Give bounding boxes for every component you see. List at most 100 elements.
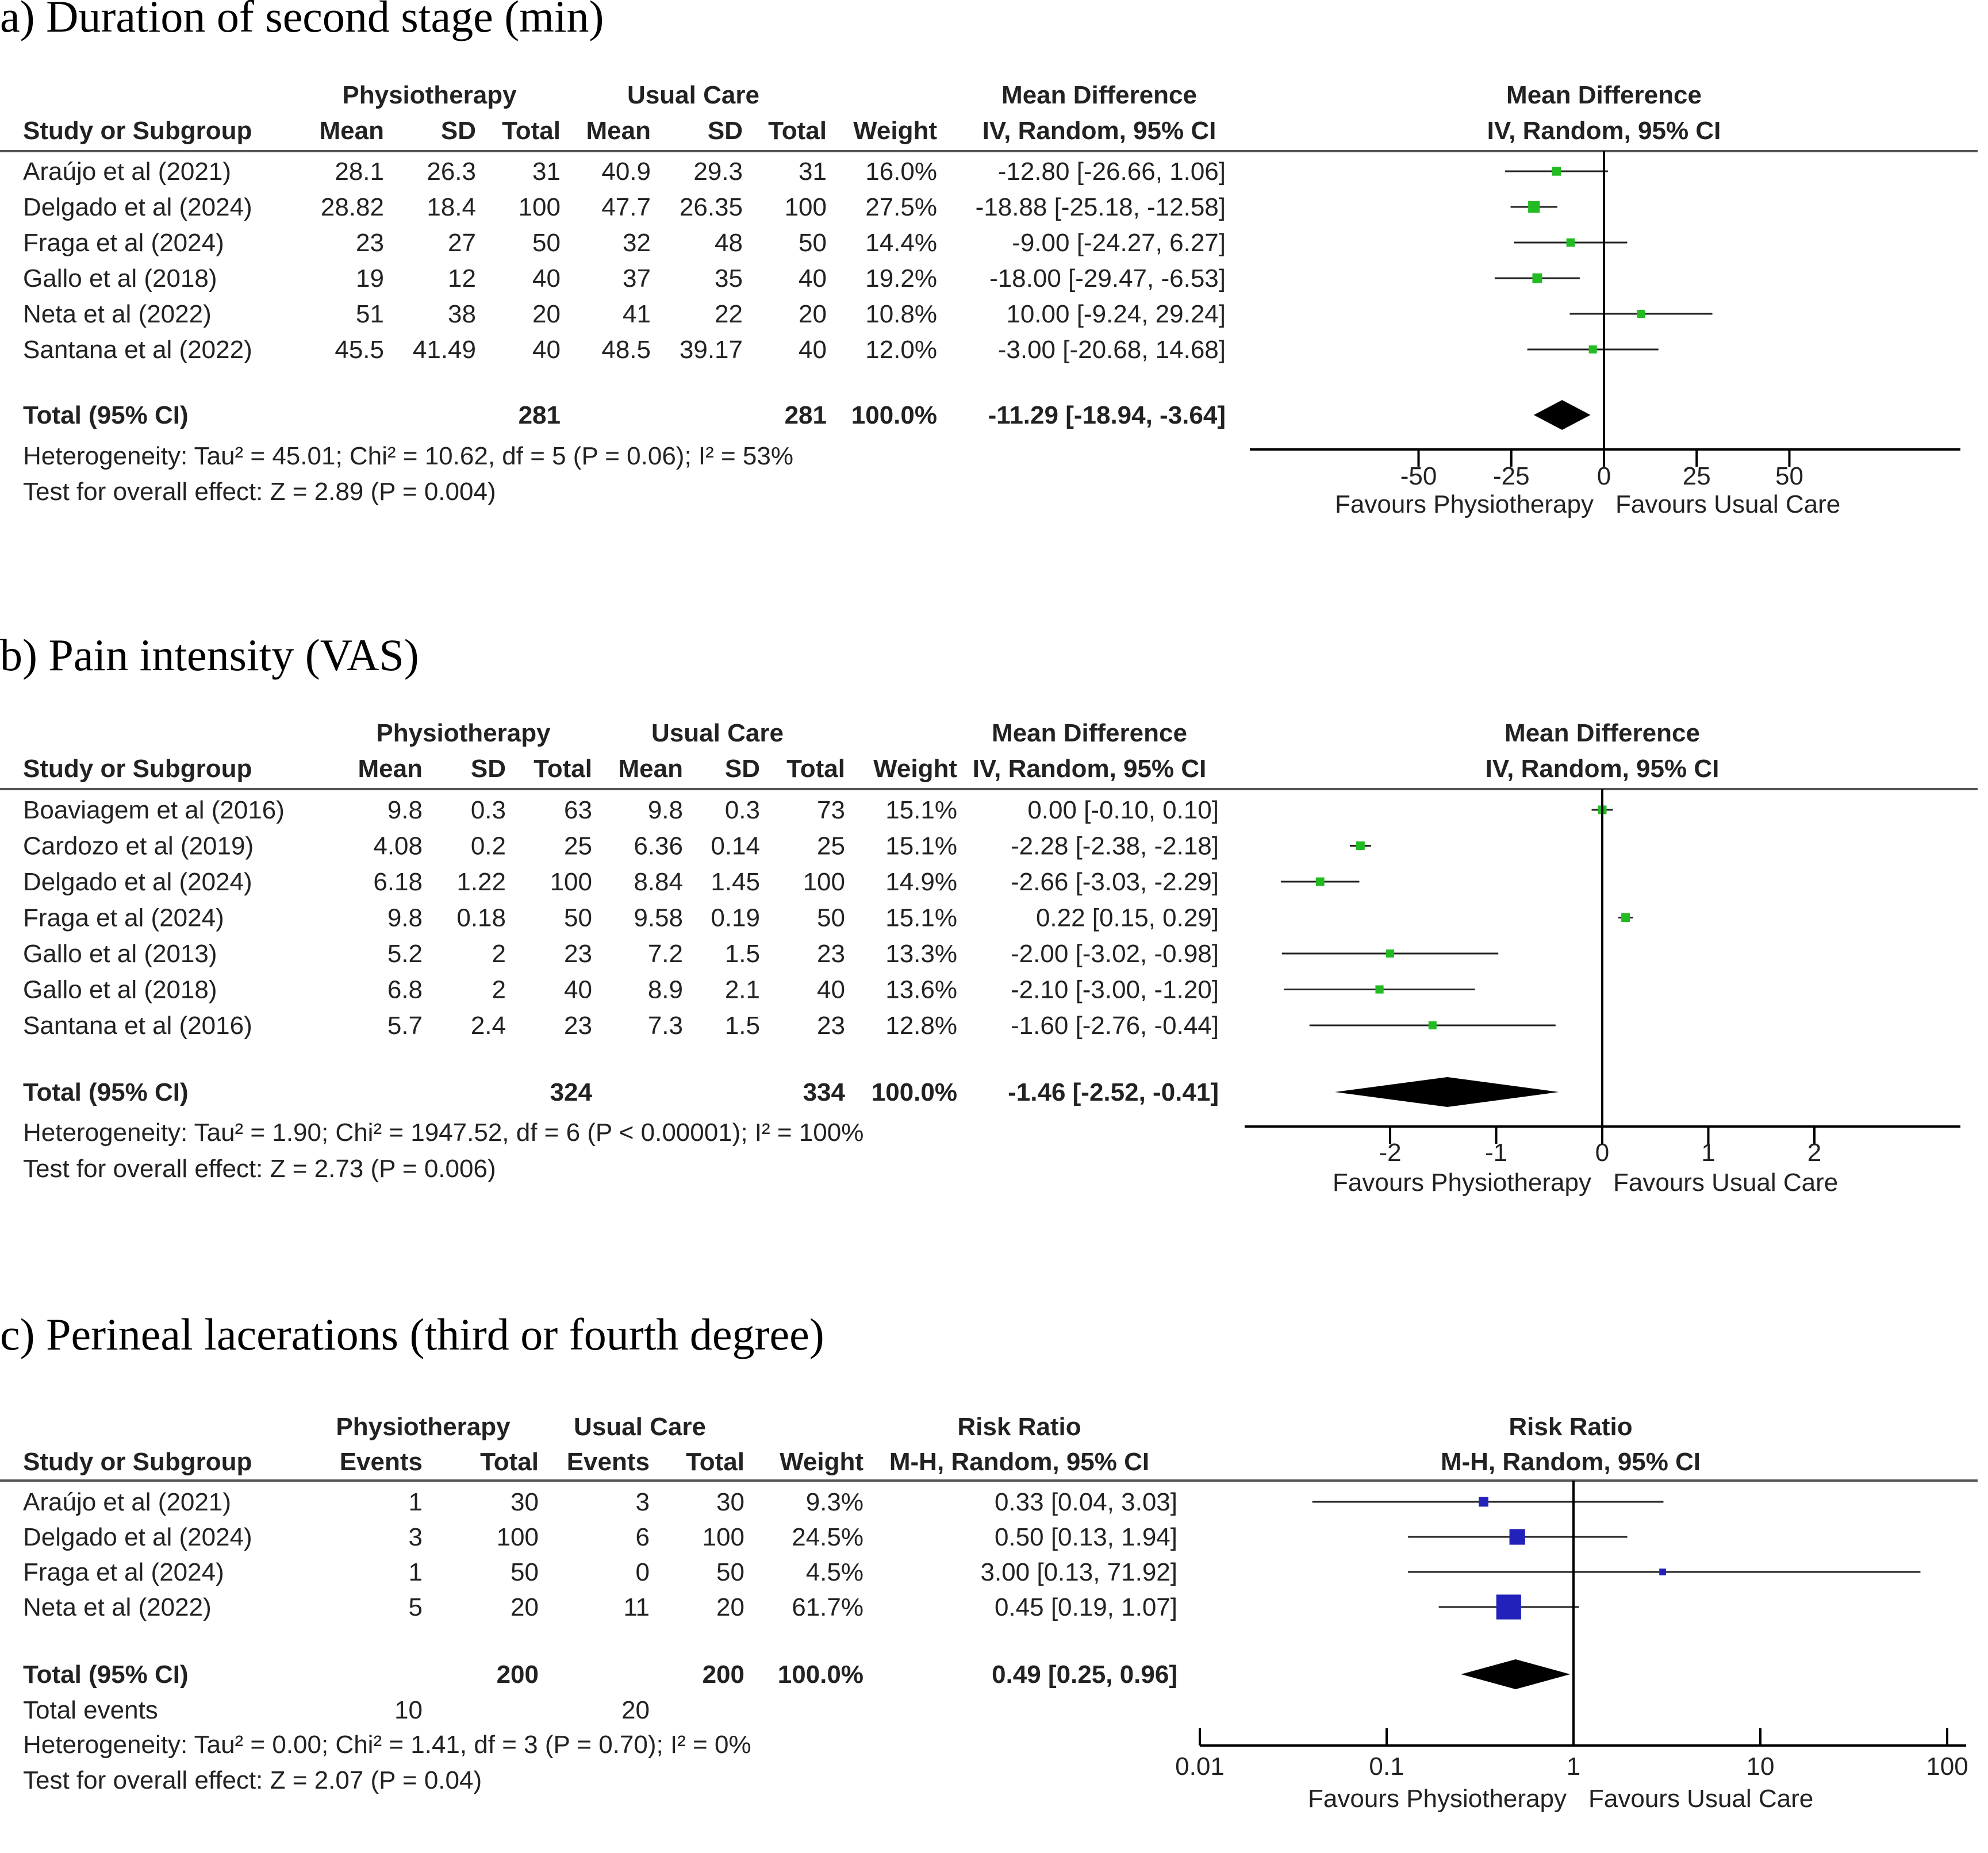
study-cell: 1.5 [725, 1012, 760, 1040]
column-header: IV, Random, 95% CI [983, 117, 1216, 145]
study-cell: 50 [511, 1558, 539, 1586]
favours-right: Favours Usual Care [1613, 1168, 1838, 1197]
footer-text: Test for overall effect: Z = 2.73 (P = 0… [23, 1155, 496, 1183]
favours-right: Favours Usual Care [1588, 1785, 1813, 1813]
panel-title: b) Pain intensity (VAS) [0, 630, 419, 680]
study-cell: 20 [511, 1593, 539, 1621]
plot-subheader: M-H, Random, 95% CI [1441, 1448, 1701, 1476]
study-name: Boaviagem et al (2016) [23, 796, 285, 824]
study-cell: 48.5 [601, 336, 651, 364]
column-header: Total [686, 1448, 744, 1476]
study-cell: 12.0% [865, 336, 937, 364]
study-cell: 14.4% [865, 229, 937, 257]
point-estimate [1659, 1568, 1666, 1575]
study-cell: 11 [623, 1593, 650, 1621]
study-cell: -1.60 [-2.76, -0.44] [1011, 1012, 1219, 1040]
study-cell: 25 [817, 832, 845, 860]
total-cell: 100.0% [851, 401, 937, 429]
study-cell: 30 [716, 1488, 744, 1516]
study-cell: 25 [564, 832, 592, 860]
study-cell: 15.1% [885, 904, 957, 932]
study-name: Delgado et al (2024) [23, 193, 252, 221]
total-cell: 200 [703, 1660, 744, 1689]
study-cell: 8.9 [648, 976, 683, 1004]
study-cell: 0.3 [725, 796, 760, 824]
study-name: Santana et al (2022) [23, 336, 252, 364]
study-cell: 15.1% [885, 796, 957, 824]
plot-header: Mean Difference [1506, 81, 1702, 109]
footer-text: Heterogeneity: Tau² = 0.00; Chi² = 1.41,… [23, 1731, 751, 1759]
point-estimate [1637, 310, 1645, 318]
plot-subheader: IV, Random, 95% CI [1487, 117, 1721, 145]
study-cell: -9.00 [-24.27, 6.27] [1012, 229, 1226, 257]
column-header: Mean [619, 755, 683, 783]
favours-right: Favours Usual Care [1615, 490, 1840, 518]
total-events-value: 20 [621, 1696, 650, 1724]
study-cell: 12.8% [885, 1012, 957, 1040]
study-cell: 23 [356, 229, 384, 257]
effect-header: Risk Ratio [957, 1413, 1081, 1441]
study-cell: 8.84 [634, 868, 683, 896]
x-tick-label: 0.1 [1369, 1752, 1404, 1781]
column-header: Study or Subgroup [23, 755, 252, 783]
study-cell: 0.00 [-0.10, 0.10] [1027, 796, 1219, 824]
column-header: Study or Subgroup [23, 1448, 252, 1476]
study-cell: 1.45 [711, 868, 760, 896]
study-cell: 51 [356, 300, 384, 328]
study-cell: 6.36 [634, 832, 683, 860]
effect-header: Mean Difference [1001, 81, 1197, 109]
column-header: SD [471, 755, 506, 783]
study-cell: 26.3 [427, 157, 476, 186]
study-cell: 6.8 [387, 976, 423, 1004]
total-label: Total (95% CI) [23, 1660, 189, 1689]
study-cell: 3.00 [0.13, 71.92] [980, 1558, 1177, 1586]
study-cell: 6.18 [373, 868, 423, 896]
study-cell: 23 [817, 940, 845, 968]
study-name: Gallo et al (2018) [23, 264, 217, 293]
x-tick-label: 0 [1597, 462, 1611, 490]
study-cell: -12.80 [-26.66, 1.06] [998, 157, 1226, 186]
study-cell: 23 [817, 1012, 845, 1040]
column-header: Mean [586, 117, 651, 145]
favours-left: Favours Physiotherapy [1333, 1168, 1591, 1197]
panel-title: c) Perineal lacerations (third or fourth… [0, 1309, 824, 1359]
plot-header: Risk Ratio [1509, 1413, 1632, 1441]
study-cell: 40 [532, 264, 561, 293]
footer-text: Heterogeneity: Tau² = 1.90; Chi² = 1947.… [23, 1118, 863, 1147]
pooled-diamond [1335, 1077, 1559, 1107]
study-cell: 2.4 [471, 1012, 506, 1040]
study-name: Neta et al (2022) [23, 1593, 212, 1621]
study-cell: 50 [799, 229, 827, 257]
point-estimate [1509, 1529, 1525, 1545]
study-cell: 1 [409, 1558, 423, 1586]
total-cell: 0.49 [0.25, 0.96] [992, 1660, 1177, 1689]
study-name: Cardozo et al (2019) [23, 832, 254, 860]
x-tick-label: -2 [1379, 1139, 1401, 1167]
study-cell: 4.5% [806, 1558, 863, 1586]
point-estimate [1428, 1021, 1437, 1029]
x-tick-label: -50 [1400, 462, 1437, 490]
study-cell: 40.9 [601, 157, 651, 186]
study-cell: 50 [564, 904, 592, 932]
study-cell: 0.50 [0.13, 1.94] [995, 1523, 1177, 1551]
study-cell: 23 [564, 1012, 592, 1040]
study-cell: 9.3% [806, 1488, 863, 1516]
study-cell: 0.19 [711, 904, 760, 932]
study-cell: -3.00 [-20.68, 14.68] [998, 336, 1226, 364]
study-cell: 2.1 [725, 976, 760, 1004]
study-cell: 10.00 [-9.24, 29.24] [1006, 300, 1226, 328]
study-cell: 24.5% [792, 1523, 863, 1551]
group-header: Physiotherapy [336, 1413, 511, 1441]
x-tick-label: -25 [1493, 462, 1530, 490]
favours-left: Favours Physiotherapy [1308, 1785, 1567, 1813]
study-cell: 3 [636, 1488, 650, 1516]
panel-title: a) Duration of second stage (min) [0, 0, 604, 41]
study-cell: 45.5 [335, 336, 384, 364]
pooled-diamond [1533, 400, 1591, 430]
point-estimate [1552, 167, 1561, 176]
study-name: Delgado et al (2024) [23, 868, 252, 896]
study-cell: 28.1 [335, 157, 384, 186]
column-header: SD [441, 117, 476, 145]
study-name: Neta et al (2022) [23, 300, 212, 328]
study-cell: 2 [492, 940, 506, 968]
